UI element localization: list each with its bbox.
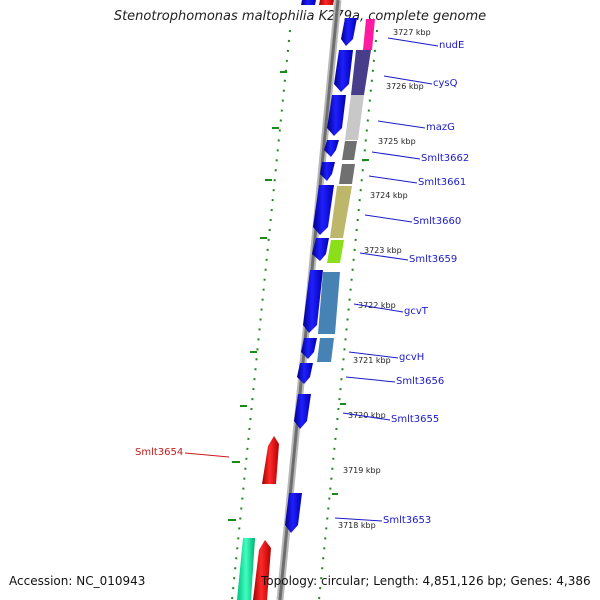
kbp-3726: 3726 kbp (386, 82, 424, 91)
kbp-3718: 3718 kbp (338, 521, 376, 530)
gene-label-smlt3656[interactable]: Smlt3656 (396, 376, 444, 387)
topology-text: Topology: circular; Length: 4,851,126 bp… (261, 574, 591, 588)
gene-label-smlt3660[interactable]: Smlt3660 (413, 216, 461, 227)
gene-label-cysQ[interactable]: cysQ (433, 78, 458, 89)
kbp-3725: 3725 kbp (378, 137, 416, 146)
gene-label-nudE[interactable]: nudE (439, 40, 464, 51)
gc-dashes (228, 71, 369, 521)
genes (253, 0, 357, 600)
kbp-3721: 3721 kbp (353, 356, 391, 365)
cog-boxes (237, 19, 375, 600)
gene-label-smlt3661[interactable]: Smlt3661 (418, 177, 466, 188)
gene-label-smlt3655[interactable]: Smlt3655 (391, 414, 439, 425)
kbp-3722: 3722 kbp (358, 301, 396, 310)
gene-label-smlt3653[interactable]: Smlt3653 (383, 515, 431, 526)
gene-label-smlt3654[interactable]: Smlt3654 (135, 447, 183, 458)
gene-label-smlt3659[interactable]: Smlt3659 (409, 254, 457, 265)
kbp-3723: 3723 kbp (364, 246, 402, 255)
gene-label-gcvH[interactable]: gcvH (399, 352, 424, 363)
kbp-labels: 3727 kbp 3726 kbp 3725 kbp 3724 kbp 3723… (338, 28, 431, 530)
gene-labels: nudE cysQ mazG Smlt3662 Smlt3661 Smlt366… (135, 40, 469, 526)
kbp-3724: 3724 kbp (370, 191, 408, 200)
gene-label-mazG[interactable]: mazG (426, 122, 455, 133)
kbp-3727: 3727 kbp (393, 28, 431, 37)
kbp-3719: 3719 kbp (343, 466, 381, 475)
gene-label-gcvT[interactable]: gcvT (404, 306, 429, 317)
map-title: Stenotrophomonas maltophilia K279a, comp… (113, 9, 487, 24)
kbp-3720: 3720 kbp (348, 411, 386, 420)
accession-text: Accession: NC_010943 (9, 574, 146, 588)
gene-label-smlt3662[interactable]: Smlt3662 (421, 153, 469, 164)
label-leader-lines (184, 37, 439, 522)
